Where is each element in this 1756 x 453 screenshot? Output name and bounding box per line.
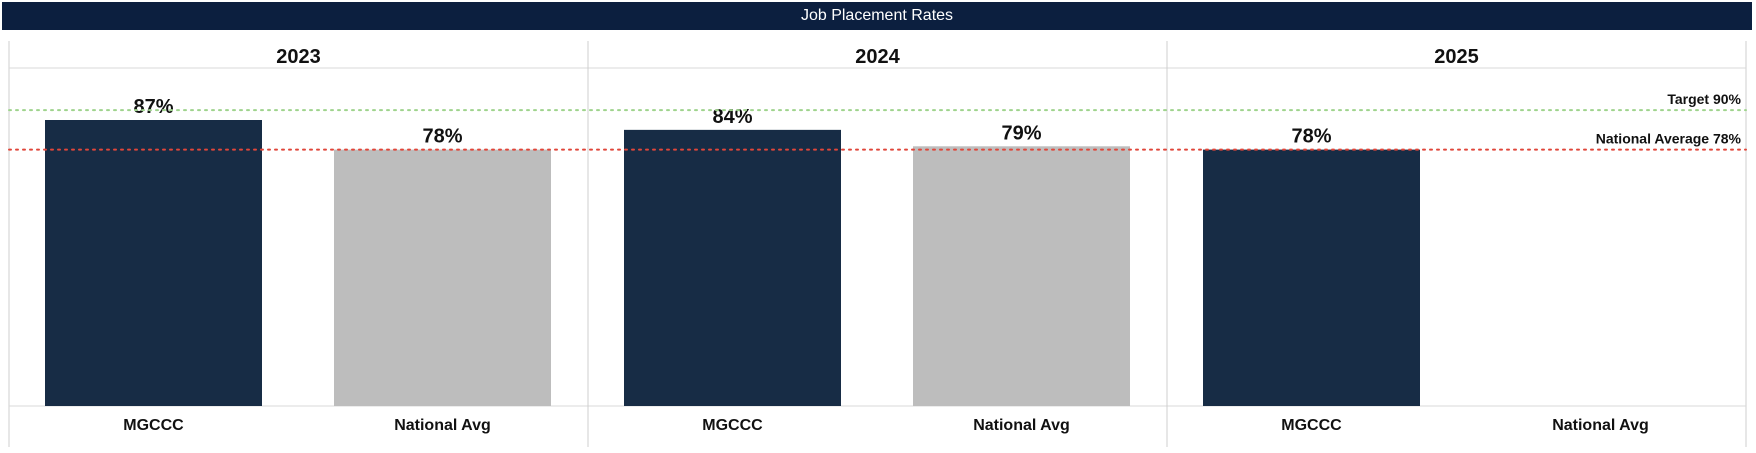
x-tick-label: National Avg [1552,417,1649,434]
x-tick-label: National Avg [394,417,491,434]
reference-line-label: Target 90% [1667,91,1741,107]
bar-national-avg [334,149,551,406]
bar-mgccc [45,120,262,406]
reference-line-label: National Average 78% [1596,131,1742,147]
data-label: 78% [1291,126,1331,148]
data-label: 78% [422,126,462,148]
bar-national-avg [913,146,1130,407]
panel-year-label: 2024 [855,46,900,68]
panel-year-label: 2025 [1434,46,1479,68]
x-tick-label: MGCCC [123,417,184,434]
bar-mgccc [624,129,841,407]
panel-year-label: 2023 [276,46,321,68]
x-tick-label: National Avg [973,417,1070,434]
data-label: 87% [133,96,173,118]
data-label: 79% [1001,122,1041,144]
data-label: 84% [712,106,752,128]
bar-mgccc [1203,149,1420,406]
x-tick-label: MGCCC [702,417,763,434]
x-tick-label: MGCCC [1281,417,1342,434]
chart-title: Job Placement Rates [2,2,1752,30]
